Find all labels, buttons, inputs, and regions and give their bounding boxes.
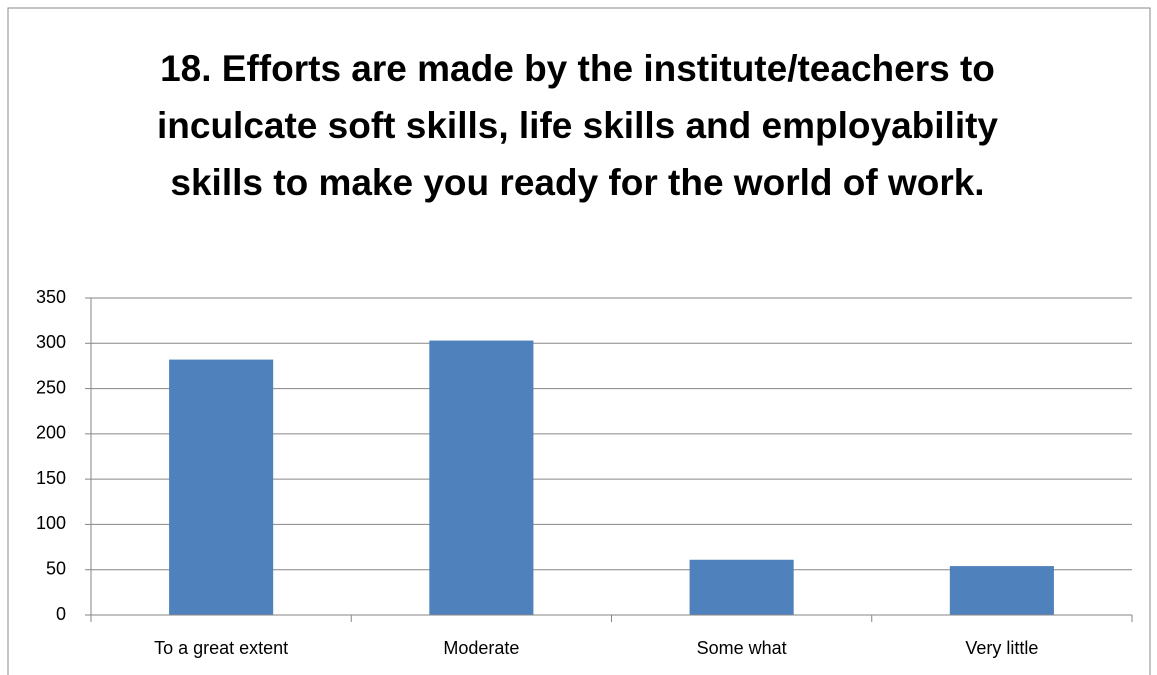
y-tick-label: 100 <box>36 513 66 533</box>
y-tick-label: 150 <box>36 468 66 488</box>
bar <box>949 566 1054 615</box>
bar <box>169 359 274 615</box>
x-tick-label: Some what <box>697 638 787 658</box>
bar <box>689 559 794 615</box>
y-tick-label: 300 <box>36 332 66 352</box>
y-tick-label: 350 <box>36 287 66 307</box>
x-tick-label: Moderate <box>443 638 519 658</box>
y-tick-label: 0 <box>56 604 66 624</box>
x-tick-label: Very little <box>965 638 1038 658</box>
chart-border <box>7 7 1151 675</box>
y-tick-label: 200 <box>36 423 66 443</box>
y-tick-label: 250 <box>36 377 66 397</box>
chart-title: 18. Efforts are made by the institute/te… <box>156 48 998 203</box>
bar <box>429 340 534 615</box>
y-tick-label: 50 <box>46 558 66 578</box>
x-tick-label: To a great extent <box>154 638 288 658</box>
